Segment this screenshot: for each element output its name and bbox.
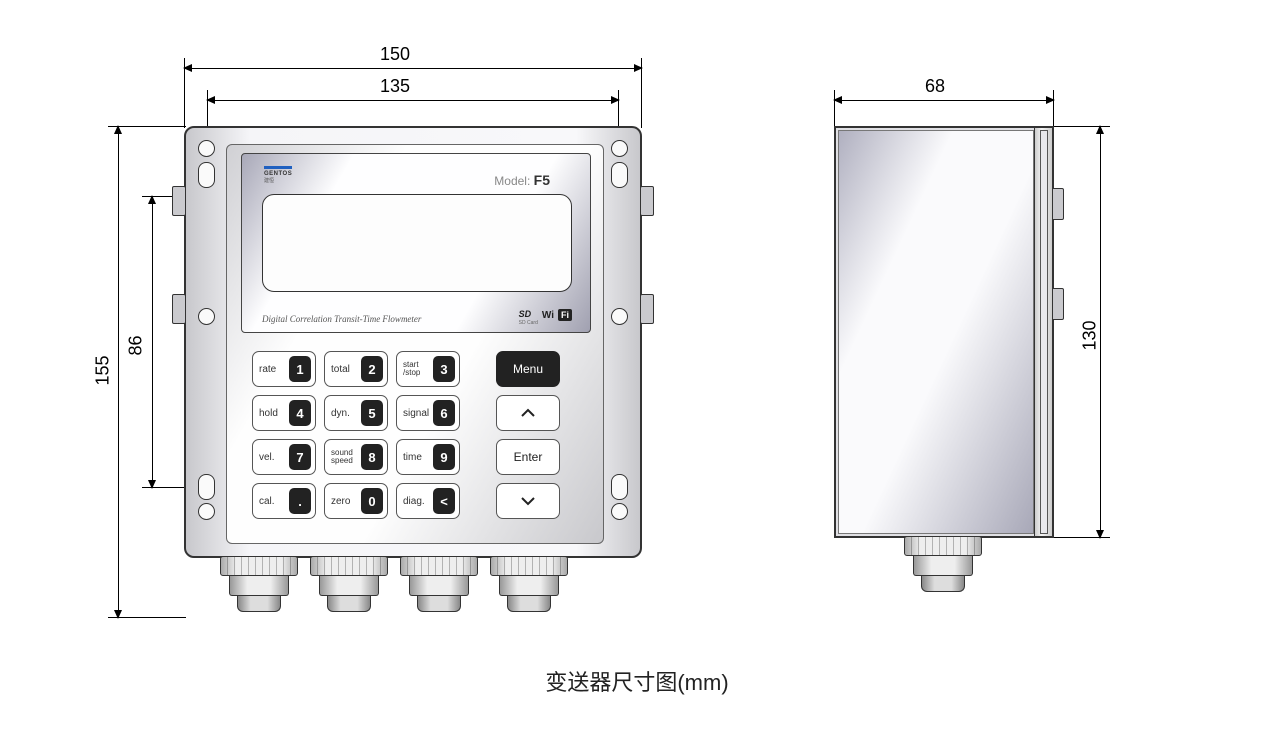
key-rate-1[interactable]: rate1 <box>252 351 316 387</box>
diagram-title: 变送器尺寸图(mm) <box>0 665 1274 697</box>
side-lug <box>1052 288 1064 320</box>
mount-hole <box>198 140 215 157</box>
enter-button[interactable]: Enter <box>496 439 560 475</box>
cable-gland <box>310 556 388 614</box>
cable-gland <box>490 556 568 614</box>
key-diag-back[interactable]: diag.< <box>396 483 460 519</box>
dim-line-150 <box>184 68 642 69</box>
chevron-up-icon <box>520 407 536 419</box>
control-column: Menu Enter <box>496 351 560 519</box>
device-side-view <box>834 126 1054 538</box>
mount-slot <box>611 474 628 500</box>
mount-slot <box>611 162 628 188</box>
dim-line-68 <box>834 100 1054 101</box>
display-panel: GENTOS 建恒 Model: F5 Digital Correlation … <box>241 153 591 333</box>
dim-135: 135 <box>380 76 410 97</box>
key-vel-7[interactable]: vel.7 <box>252 439 316 475</box>
mount-lug <box>640 294 654 324</box>
diagram-canvas: 150 135 155 86 68 130 <box>0 0 1274 739</box>
key-zero-0[interactable]: zero0 <box>324 483 388 519</box>
dim-155: 155 <box>93 355 114 385</box>
cable-gland <box>400 556 478 614</box>
down-button[interactable] <box>496 483 560 519</box>
key-dyn-5[interactable]: dyn.5 <box>324 395 388 431</box>
mount-hole <box>198 503 215 520</box>
mount-lug <box>172 294 186 324</box>
mount-hole <box>611 503 628 520</box>
dim-150: 150 <box>380 44 410 65</box>
sd-icon: SD <box>519 309 532 319</box>
cable-gland <box>220 556 298 614</box>
key-time-9[interactable]: time9 <box>396 439 460 475</box>
dim-line-135 <box>207 100 619 101</box>
badge-area: SD SD Card WiFi <box>519 304 572 326</box>
menu-button[interactable]: Menu <box>496 351 560 387</box>
chevron-down-icon <box>520 495 536 507</box>
mount-slot <box>198 474 215 500</box>
dim-68: 68 <box>925 76 945 97</box>
lcd-screen <box>262 194 572 292</box>
side-flange <box>1034 128 1052 536</box>
device-front-view: GENTOS 建恒 Model: F5 Digital Correlation … <box>184 126 642 558</box>
mount-lug <box>640 186 654 216</box>
key-cal-dot[interactable]: cal.. <box>252 483 316 519</box>
brand-logo: GENTOS 建恒 <box>264 166 292 184</box>
mount-lug <box>172 186 186 216</box>
cable-gland-side <box>904 536 982 594</box>
side-lug <box>1052 188 1064 220</box>
brand-sub: 建恒 <box>264 177 292 184</box>
key-signal-6[interactable]: signal6 <box>396 395 460 431</box>
up-button[interactable] <box>496 395 560 431</box>
dim-line-86 <box>152 196 153 488</box>
dim-86: 86 <box>126 335 147 355</box>
mount-hole <box>198 308 215 325</box>
key-total-2[interactable]: total2 <box>324 351 388 387</box>
model-label: Model: F5 <box>494 172 550 188</box>
wifi-icon: Wi <box>542 310 554 321</box>
mount-hole <box>611 308 628 325</box>
side-face <box>838 130 1034 534</box>
mount-slot <box>198 162 215 188</box>
dim-line-155 <box>118 126 119 618</box>
key-hold-4[interactable]: hold4 <box>252 395 316 431</box>
key-soundspeed-8[interactable]: soundspeed8 <box>324 439 388 475</box>
mount-hole <box>611 140 628 157</box>
tagline: Digital Correlation Transit-Time Flowmet… <box>262 314 421 324</box>
numeric-keypad: rate1 total2 start/stop3 hold4 dyn.5 sig… <box>252 351 460 519</box>
key-startstop-3[interactable]: start/stop3 <box>396 351 460 387</box>
dim-130: 130 <box>1080 320 1101 350</box>
